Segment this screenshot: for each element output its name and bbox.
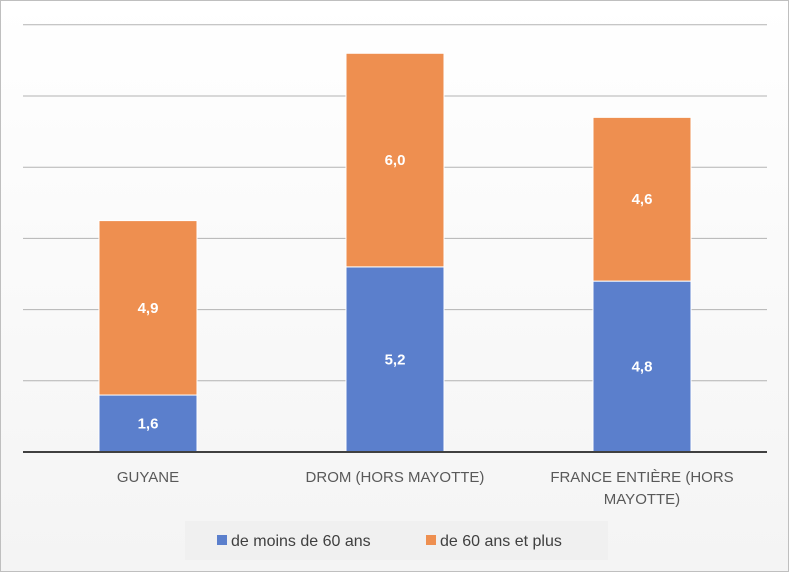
legend-entry: de 60 ans et plus [440,533,562,550]
legend-entry: de moins de 60 ans [231,533,371,550]
legend-swatch [217,535,227,545]
bar-segment [98,220,198,396]
legend-background [185,521,608,560]
category-label: GUYANE [117,469,179,486]
data-label: 6,0 [385,152,406,169]
category-label: MAYOTTE) [604,491,680,508]
bar-segment [345,266,445,453]
legend: de moins de 60 ans de 60 ans et plus [185,521,608,560]
bar-segment [345,52,445,268]
bar-segment [592,116,692,282]
category-label: FRANCE ENTIÈRE (HORS [550,469,733,486]
category-label: DROM (HORS MAYOTTE) [306,469,485,486]
data-label: 4,8 [632,359,653,376]
data-label: 5,2 [385,351,406,368]
data-label: 4,6 [632,191,653,208]
data-label: 1,6 [138,416,159,433]
data-label: 4,9 [138,300,159,317]
legend-swatch [426,535,436,545]
bar-segment [592,280,692,453]
